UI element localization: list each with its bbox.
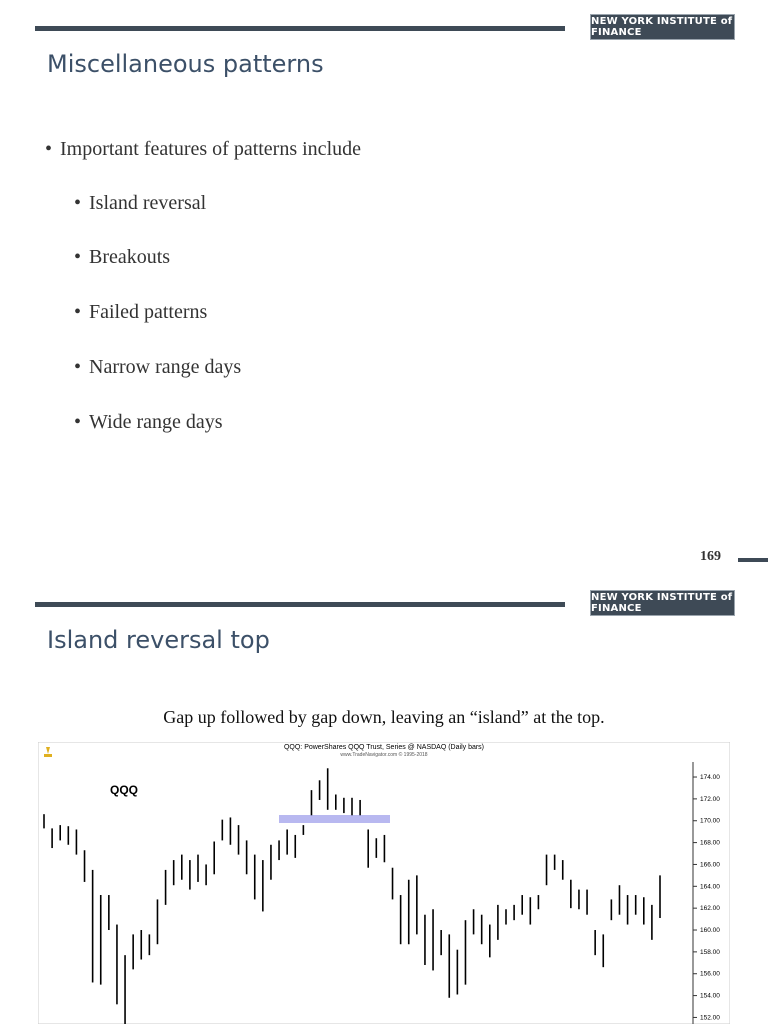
header-rule [35, 602, 565, 607]
bullet-dot: • [74, 411, 82, 433]
slide-title: Island reversal top [47, 626, 270, 654]
y-tick-label: 166.00 [700, 861, 720, 868]
y-tick-label: 168.00 [700, 840, 720, 847]
logo: NEW YORK INSTITUTE of FINANCE [590, 590, 735, 616]
bullet-dot: • [74, 356, 82, 378]
bullet-text: Breakouts [89, 246, 171, 268]
y-tick-label: 162.00 [700, 905, 720, 912]
bullet-text: Failed patterns [89, 301, 208, 323]
island-highlight [279, 815, 390, 823]
y-tick-label: 154.00 [700, 993, 720, 1000]
y-tick-label: 160.00 [700, 927, 720, 934]
logo: NEW YORK INSTITUTE of FINANCE [590, 14, 735, 40]
slide-title: Miscellaneous patterns [47, 50, 324, 78]
y-tick-label: 174.00 [700, 774, 720, 781]
bullet-dot: • [45, 138, 53, 160]
bullet-text: Wide range days [89, 411, 223, 433]
bullet-text: Narrow range days [89, 356, 242, 378]
logo-icon [44, 747, 52, 757]
page-number: 169 [700, 549, 721, 564]
chart: QQQ: PowerShares QQQ Trust, Series @ NAS… [38, 742, 730, 1024]
y-tick-label: 156.00 [700, 971, 720, 978]
bullet-text: Island reversal [89, 192, 207, 214]
symbol-label: QQQ [110, 783, 138, 797]
caption: Gap up followed by gap down, leaving an … [163, 707, 605, 727]
y-tick-label: 170.00 [700, 818, 720, 825]
bullet-dot: • [74, 246, 82, 268]
y-tick-label: 158.00 [700, 949, 720, 956]
chart-frame [38, 742, 730, 1024]
chart-source: www.TradeNavigator.com © 1995-2018 [340, 751, 427, 758]
bullet-dot: • [74, 192, 82, 214]
y-tick-label: 152.00 [700, 1014, 720, 1021]
page-rule [738, 558, 768, 562]
y-tick-label: 172.00 [700, 796, 720, 803]
bullet-dot: • [74, 301, 82, 323]
y-tick-label: 164.00 [700, 883, 720, 890]
bullet-text: Important features of patterns include [60, 138, 361, 160]
chart-title: QQQ: PowerShares QQQ Trust, Series @ NAS… [284, 744, 484, 751]
header-rule [35, 26, 565, 31]
